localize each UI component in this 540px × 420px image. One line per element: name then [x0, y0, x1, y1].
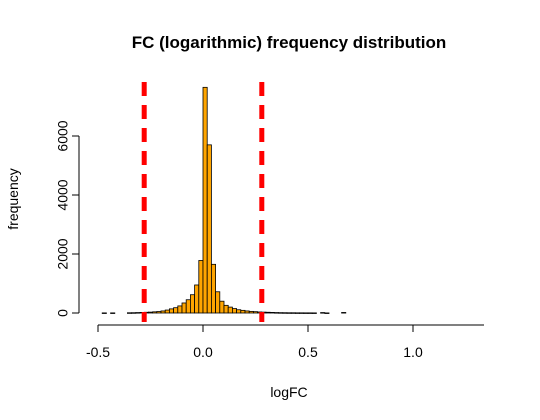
x-tick-label: 0.0	[193, 344, 213, 360]
histogram-bar	[320, 312, 326, 314]
histogram-bar	[282, 312, 288, 314]
x-axis-label: logFC	[270, 384, 307, 400]
histogram-bar	[127, 312, 133, 314]
histogram-bar	[160, 310, 166, 314]
histogram-bar	[227, 306, 233, 314]
histogram-bar	[135, 312, 141, 314]
y-axis: 0 2000 4000 6000	[55, 120, 80, 317]
chart-title: FC (logarithmic) frequency distribution	[132, 33, 447, 52]
histogram-bar	[110, 312, 116, 314]
histogram-bar	[265, 311, 271, 314]
histogram-bar	[194, 284, 200, 314]
y-tick-label: 0	[55, 309, 71, 317]
histogram-bar	[240, 309, 246, 314]
histogram-bar	[223, 304, 229, 314]
histogram-bar	[278, 312, 284, 314]
threshold-layer	[141, 82, 265, 322]
histogram-bar	[341, 312, 347, 314]
histogram-bar	[324, 312, 330, 314]
histogram-bar	[177, 305, 183, 314]
histogram-bar	[210, 263, 216, 314]
histogram-bar	[101, 312, 107, 314]
histogram-bar	[181, 302, 187, 314]
histogram-bar	[173, 307, 179, 314]
histogram-bar	[206, 144, 212, 314]
x-axis: -0.5 0.0 0.5 1.0	[86, 324, 484, 360]
histogram-bar	[311, 312, 317, 314]
histogram-bar	[273, 312, 279, 314]
histogram-bar	[202, 86, 208, 314]
histogram-bar	[252, 311, 258, 314]
histogram-bar	[244, 310, 250, 314]
histogram-bar	[303, 312, 309, 314]
histogram-bar	[307, 312, 313, 314]
histogram-bar	[215, 291, 221, 314]
histogram-bar	[290, 312, 296, 314]
histogram-bar	[168, 308, 174, 314]
histogram-bar	[231, 308, 237, 314]
histogram-bar	[131, 312, 137, 314]
y-tick-label: 2000	[55, 238, 71, 269]
x-tick-label: 0.5	[298, 344, 318, 360]
histogram-bar	[269, 312, 275, 314]
histogram-bar	[152, 311, 158, 314]
histogram-bar	[147, 311, 153, 314]
bars-layer	[101, 86, 347, 314]
histogram-bar	[248, 310, 254, 314]
histogram-bar	[156, 311, 162, 314]
histogram-bar	[299, 312, 305, 314]
histogram-bar	[286, 312, 292, 314]
y-tick-label: 4000	[55, 179, 71, 210]
histogram-bar	[219, 300, 225, 314]
histogram-bar	[236, 309, 242, 314]
x-tick-label: -0.5	[86, 344, 110, 360]
y-axis-label: frequency	[5, 168, 21, 229]
x-tick-label: 1.0	[403, 344, 423, 360]
histogram-bar	[198, 260, 204, 314]
histogram-bar	[189, 294, 195, 314]
histogram-bar	[185, 299, 191, 314]
y-tick-label: 6000	[55, 120, 71, 151]
histogram-bar	[164, 309, 170, 314]
histogram-bar	[294, 312, 300, 314]
